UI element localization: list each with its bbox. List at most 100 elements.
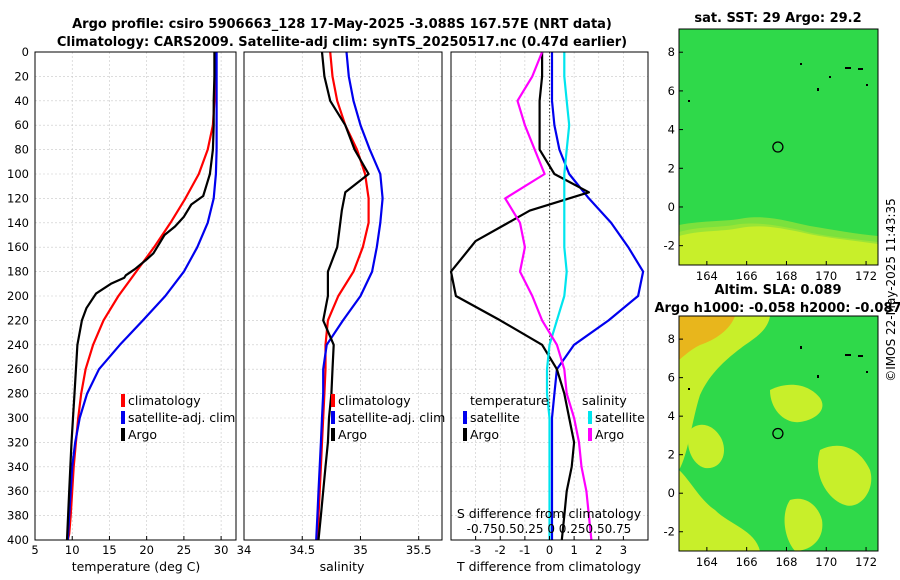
depth-tick-label: 340 — [7, 460, 29, 474]
legend-swatch-temp-argo — [463, 428, 467, 441]
depth-tick-label: 120 — [7, 191, 29, 205]
depth-tick-label: 240 — [7, 338, 29, 352]
legend-label-climatology: climatology — [128, 393, 201, 408]
legend-swatch-climatology — [121, 394, 125, 407]
legend-label-argo: Argo — [338, 427, 367, 442]
depth-tick-label: 100 — [7, 167, 29, 181]
lon-tick-label: 172 — [855, 555, 877, 569]
depth-tick-label: 20 — [14, 69, 29, 83]
x-tick-label: 34.5 — [289, 543, 315, 557]
series-line-salinity-argo — [504, 51, 593, 541]
lon-tick-label: 166 — [736, 269, 758, 283]
legend-swatch-temp-satellite — [463, 411, 467, 424]
series-line-satellite-adj-clim — [315, 51, 384, 541]
depth-tick-label: 0 — [22, 45, 29, 59]
x-tick-label: 5 — [31, 543, 38, 557]
lon-tick-label: 164 — [696, 555, 718, 569]
depth-tick-label: 400 — [7, 533, 29, 547]
lon-tick-label: 164 — [696, 269, 718, 283]
legend-label-sal-argo: Argo — [595, 427, 624, 442]
temperature-legend: climatology satellite-adj. clim Argo — [121, 393, 235, 442]
depth-tick-label: 280 — [7, 387, 29, 401]
lon-tick-label: 172 — [855, 269, 877, 283]
series-line-satellite-adj-clim — [66, 52, 218, 541]
depth-tick-label: 200 — [7, 289, 29, 303]
x-tick-label: 30 — [214, 543, 229, 557]
lat-tick-label: 2 — [668, 161, 675, 175]
depth-tick-label: 160 — [7, 240, 29, 254]
salinity-difference-ticks: -0.750.50.25 0 0.250.50.75 — [467, 522, 632, 536]
sst-warm-band — [679, 223, 878, 265]
lat-tick-label: 8 — [668, 332, 675, 346]
sla-map-title: Altim. SLA: 0.089 — [715, 283, 842, 298]
temperature-xlabel: temperature (deg C) — [72, 559, 201, 574]
depth-tick-label: 300 — [7, 411, 29, 425]
x-tick-label: 3 — [620, 543, 627, 557]
series-line-argo — [65, 52, 216, 541]
legend-swatch-sal-argo — [588, 428, 592, 441]
figure-title-line1: Argo profile: csiro 5906663_128 17-May-2… — [72, 17, 612, 32]
x-tick-label: 34 — [237, 543, 252, 557]
legend-swatch-satellite-adj — [121, 411, 125, 424]
x-tick-label: 35 — [353, 543, 368, 557]
sst-mid-band — [679, 217, 878, 244]
salinity-panel: 34 34.5 35 35.5 salinity climatology satell… — [237, 51, 445, 574]
sla-map-panel: Altim. SLA: 0.089 Argo h1000: -0.058 h20… — [654, 283, 900, 569]
lat-tick-label: -2 — [664, 525, 675, 539]
x-tick-label: -2 — [495, 543, 506, 557]
legend-label-climatology: climatology — [338, 393, 411, 408]
series-line-argo — [317, 51, 370, 541]
credit-stamp: ©IMOS 22-May-2025 11:43:35 — [884, 198, 898, 382]
lon-tick-label: 166 — [736, 555, 758, 569]
series-line-climatology — [66, 52, 217, 541]
depth-tick-label: 380 — [7, 509, 29, 523]
x-tick-label: 0 — [546, 543, 553, 557]
lat-tick-label: 6 — [668, 84, 675, 98]
x-tick-label: 25 — [177, 543, 192, 557]
series-line-salinity-satellite — [545, 52, 571, 540]
legend-label-sal-satellite: satellite — [595, 410, 645, 425]
sla-map-subtitle: Argo h1000: -0.058 h2000: -0.087 — [654, 301, 900, 316]
lat-tick-label: 6 — [668, 371, 675, 385]
legend-swatch-sal-satellite — [588, 411, 592, 424]
sla-yellow-patches — [679, 316, 872, 551]
lon-tick-label: 170 — [815, 555, 837, 569]
temperature-panel: 5 10 15 20 25 30 0 20 40 60 80 100 120 140 160 180 200 2… — [7, 45, 237, 574]
legend-label-argo: Argo — [128, 427, 157, 442]
series-line-temperature-argo — [449, 52, 591, 541]
lon-tick-label: 168 — [775, 269, 797, 283]
depth-tick-label: 260 — [7, 362, 29, 376]
lat-tick-label: -2 — [664, 239, 675, 253]
sla-island-dots — [688, 346, 868, 390]
lat-tick-label: 0 — [668, 486, 675, 500]
legend-swatch-satellite-adj — [331, 411, 335, 424]
legend-label-satellite-adj: satellite-adj. clim — [128, 410, 235, 425]
salinity-xlabel: salinity — [320, 559, 365, 574]
difference-legend: temperature salinity satellite Argo sate… — [463, 393, 645, 442]
lat-tick-label: 4 — [668, 123, 675, 137]
depth-tick-label: 140 — [7, 216, 29, 230]
x-tick-label: 1 — [570, 543, 577, 557]
sst-map-title: sat. SST: 29 Argo: 29.2 — [694, 11, 861, 26]
depth-tick-label: 220 — [7, 313, 29, 327]
legend-header-temperature: temperature — [470, 393, 549, 408]
argo-position-marker — [772, 427, 784, 440]
legend-label-temp-satellite: satellite — [470, 410, 520, 425]
depth-tick-label: 320 — [7, 435, 29, 449]
sla-high-patch — [679, 316, 735, 360]
lat-tick-label: 2 — [668, 448, 675, 462]
salinity-difference-label: S difference from climatology — [457, 506, 642, 521]
x-tick-label: 2 — [595, 543, 602, 557]
legend-swatch-argo — [331, 428, 335, 441]
legend-header-salinity: salinity — [582, 393, 627, 408]
legend-swatch-climatology — [331, 394, 335, 407]
series-line-temperature-satellite — [550, 52, 645, 540]
depth-tick-label: 360 — [7, 484, 29, 498]
lon-tick-label: 168 — [775, 555, 797, 569]
difference-xlabel: T difference from climatology — [456, 559, 642, 574]
salinity-legend: climatology satellite-adj. clim Argo — [331, 393, 445, 442]
x-tick-label: -3 — [470, 543, 481, 557]
argo-position-marker — [772, 141, 784, 153]
legend-swatch-argo — [121, 428, 125, 441]
